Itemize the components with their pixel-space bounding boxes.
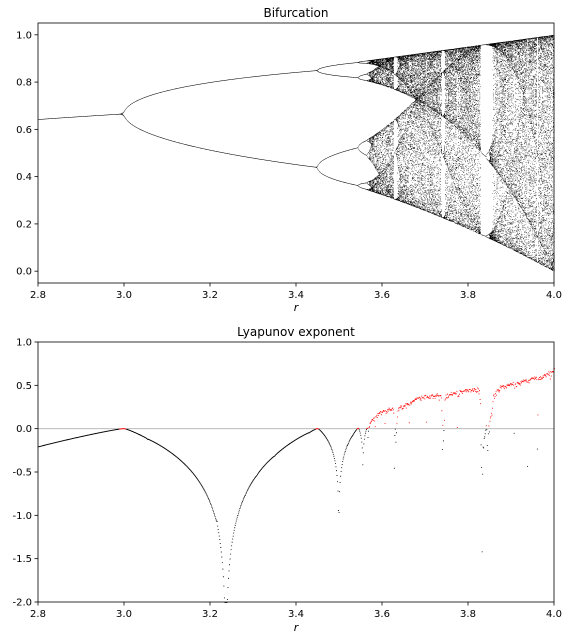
- bifurcation-plot: Bifurcation 2.8 3.0 3.2 3.4 3.6 3.8 4.0 0.0 0.2…: [16, 6, 562, 314]
- y-tick-label: -1.0: [12, 511, 32, 522]
- y-tick-label: 1.0: [16, 30, 32, 41]
- y-tick-label: 0.0: [16, 267, 32, 278]
- x-tick-label: 3.8: [460, 290, 476, 301]
- x-tick-label: 2.8: [30, 290, 46, 301]
- x-tick-label: 3.2: [202, 609, 218, 620]
- y-tick-label: 0.5: [16, 381, 32, 392]
- y-tick-label: 0.0: [16, 424, 32, 435]
- x-tick-label: 3.6: [374, 609, 390, 620]
- bifurcation-points: [38, 34, 555, 272]
- bifurcation-x-axis-label: r: [294, 301, 300, 314]
- bifurcation-x-ticks: 2.8 3.0 3.2 3.4 3.6 3.8 4.0: [30, 283, 562, 301]
- y-tick-label: 1.0: [16, 338, 32, 349]
- lyapunov-plot: Lyapunov exponent 2.8 3.0 3.2 3.4 3.6 3.8 4.0 …: [12, 325, 561, 634]
- y-tick-label: 0.2: [16, 219, 32, 230]
- lyapunov-y-ticks: 1.0 0.5 0.0 -0.5 -1.0 -1.5 -2.0: [12, 338, 38, 609]
- x-tick-label: 3.8: [460, 609, 476, 620]
- x-tick-label: 3.2: [202, 290, 218, 301]
- y-tick-label: 0.6: [16, 125, 32, 136]
- lyapunov-x-ticks: 2.8 3.0 3.2 3.4 3.6 3.8 4.0: [30, 602, 562, 620]
- x-tick-label: 3.4: [288, 290, 304, 301]
- lyapunov-title: Lyapunov exponent: [237, 325, 355, 339]
- bifurcation-title: Bifurcation: [263, 6, 328, 20]
- bifurcation-plot-area: [38, 23, 554, 283]
- y-tick-label: -0.5: [12, 468, 32, 479]
- y-tick-label: -2.0: [12, 598, 32, 609]
- x-tick-label: 4.0: [546, 609, 562, 620]
- lyapunov-x-axis-label: r: [294, 621, 300, 634]
- y-tick-label: -1.5: [12, 554, 32, 565]
- x-tick-label: 3.6: [374, 290, 390, 301]
- y-tick-label: 0.8: [16, 78, 32, 89]
- x-tick-label: 3.4: [288, 609, 304, 620]
- x-tick-label: 2.8: [30, 609, 46, 620]
- x-tick-label: 3.0: [116, 290, 132, 301]
- x-tick-label: 4.0: [546, 290, 562, 301]
- bifurcation-attractor-points: [38, 34, 555, 272]
- bifurcation-y-ticks: 0.0 0.2 0.4 0.6 0.8 1.0: [16, 30, 38, 278]
- x-tick-label: 3.0: [116, 609, 132, 620]
- lyapunov-plot-area: [38, 342, 554, 602]
- y-tick-label: 0.4: [16, 172, 32, 183]
